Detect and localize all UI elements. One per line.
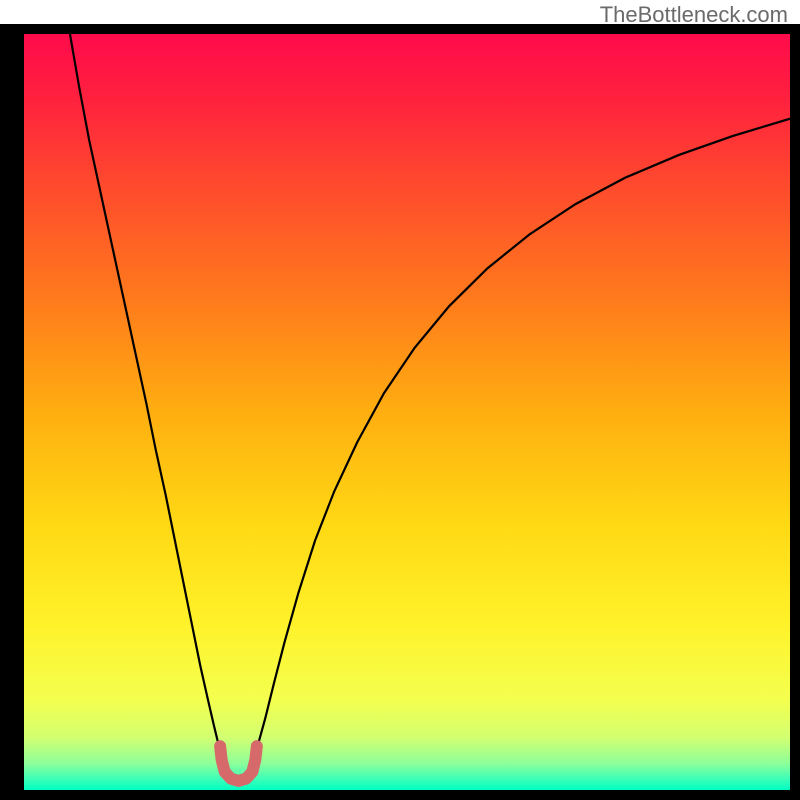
- watermark-text: TheBottleneck.com: [600, 2, 788, 28]
- chart-canvas: { "watermark": { "text": "TheBottleneck.…: [0, 0, 800, 800]
- frame-left: [0, 24, 24, 800]
- frame-bottom: [0, 790, 800, 800]
- frame-right: [790, 24, 800, 800]
- plot-area: [24, 34, 790, 790]
- gradient-background: [24, 34, 790, 790]
